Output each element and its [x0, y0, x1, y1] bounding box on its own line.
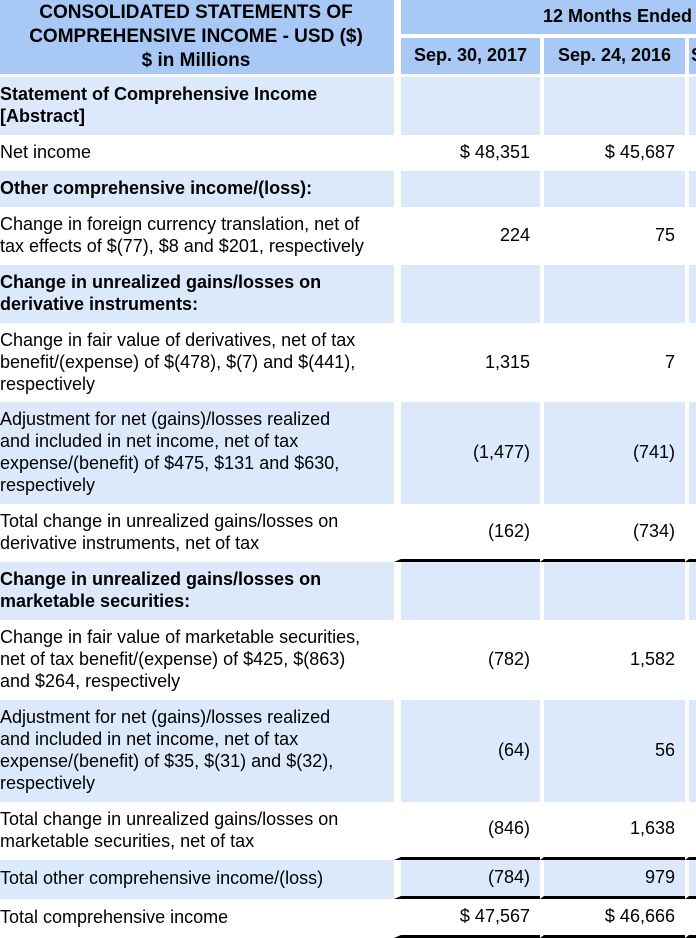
value-cell-2017: (162): [394, 504, 540, 563]
column-header-truncated: S: [685, 37, 696, 77]
value-cell-2016: 1,638: [540, 801, 685, 860]
value-cell-2016: 979: [540, 859, 685, 899]
value-cell-2016: 56: [540, 699, 685, 802]
table-row: Change in unrealized gains/losses on der…: [0, 264, 696, 323]
table-row: Statement of Comprehensive Income [Abstr…: [0, 77, 696, 135]
value-cell-col3: [685, 898, 696, 938]
value-cell-col3: [685, 859, 696, 899]
table-row: Change in foreign currency translation, …: [0, 206, 696, 265]
value-cell-2016: (734): [540, 504, 685, 563]
statement-title-cell: CONSOLIDATED STATEMENTS OF COMPREHENSIVE…: [0, 0, 394, 77]
statement-title: CONSOLIDATED STATEMENTS OF COMPREHENSIVE…: [29, 2, 363, 47]
row-label: Change in fair value of derivatives, net…: [0, 329, 356, 394]
table-row: Change in unrealized gains/losses on mar…: [0, 562, 696, 621]
value-cell-2016: $ 46,666: [540, 898, 685, 938]
value-cell-2017: [394, 264, 540, 323]
value-cell-col3: [685, 402, 696, 505]
value-cell-2017: (846): [394, 801, 540, 860]
row-label: Other comprehensive income/(loss):: [0, 170, 394, 207]
value-cell-col3: [685, 206, 696, 265]
value-cell-2016: [540, 562, 685, 621]
statement-units: $ in Millions: [141, 50, 251, 71]
value-cell-col3: [685, 322, 696, 403]
table-row: Total comprehensive income $ 47,567 $ 46…: [0, 898, 696, 938]
period-header-cell: 12 Months Ended: [394, 0, 696, 38]
row-label: Total other comprehensive income/(loss): [0, 859, 394, 899]
table-row: Total other comprehensive income/(loss) …: [0, 859, 696, 899]
value-cell-2017: [394, 170, 540, 207]
value-cell-col3: [685, 504, 696, 563]
value-cell-2017: (782): [394, 620, 540, 700]
value-cell-2016: (741): [540, 402, 685, 505]
row-label: Net income: [0, 141, 92, 162]
table-header: CONSOLIDATED STATEMENTS OF COMPREHENSIVE…: [0, 0, 696, 77]
table-row: Adjustment for net (gains)/losses realiz…: [0, 402, 696, 505]
row-label: Total change in unrealized gains/losses …: [0, 511, 339, 554]
table-body: Statement of Comprehensive Income [Abstr…: [0, 77, 696, 938]
row-label: Total change in unrealized gains/losses …: [0, 808, 339, 851]
table-row: Adjustment for net (gains)/losses realiz…: [0, 699, 696, 802]
table-row: Change in fair value of derivatives, net…: [0, 322, 696, 403]
value-cell-col3: [685, 699, 696, 802]
value-cell-col3: [685, 77, 696, 135]
table-row: Change in fair value of marketable secur…: [0, 620, 696, 700]
value-cell-2016: [540, 77, 685, 135]
value-cell-2016: 7: [540, 322, 685, 403]
value-cell-2017: (1,477): [394, 402, 540, 505]
value-cell-2017: $ 47,567: [394, 898, 540, 938]
row-label: Total comprehensive income: [0, 907, 229, 928]
value-cell-col3: [685, 562, 696, 621]
row-label: Adjustment for net (gains)/losses realiz…: [0, 402, 394, 505]
table-row: Total change in unrealized gains/losses …: [0, 504, 696, 563]
row-label: Change in foreign currency translation, …: [0, 213, 364, 256]
value-cell-2017: 1,315: [394, 322, 540, 403]
column-header-2017: Sep. 30, 2017: [394, 37, 540, 77]
row-label: Change in fair value of marketable secur…: [0, 627, 361, 692]
row-label: Adjustment for net (gains)/losses realiz…: [0, 699, 394, 802]
value-cell-2016: 75: [540, 206, 685, 265]
value-cell-col3: [685, 620, 696, 700]
value-cell-2017: (64): [394, 699, 540, 802]
column-header-2016: Sep. 24, 2016: [540, 37, 685, 77]
value-cell-col3: [685, 170, 696, 207]
header-row-dates: Sep. 30, 2017 Sep. 24, 2016 S: [0, 37, 696, 77]
value-cell-col3: [685, 801, 696, 860]
table-row: Other comprehensive income/(loss):: [0, 170, 696, 207]
header-row-period: CONSOLIDATED STATEMENTS OF COMPREHENSIVE…: [0, 0, 696, 77]
value-cell-2017: (784): [394, 859, 540, 899]
table-row: Total change in unrealized gains/losses …: [0, 801, 696, 860]
row-label: Change in unrealized gains/losses on der…: [0, 264, 394, 323]
value-cell-2017: $ 48,351: [394, 134, 540, 171]
value-cell-2016: 1,582: [540, 620, 685, 700]
value-cell-2017: [394, 77, 540, 135]
value-cell-2016: [540, 170, 685, 207]
row-label: Statement of Comprehensive Income [Abstr…: [0, 77, 394, 135]
value-cell-col3: [685, 134, 696, 171]
value-cell-2016: $ 45,687: [540, 134, 685, 171]
value-cell-2017: [394, 562, 540, 621]
value-cell-2016: [540, 264, 685, 323]
row-label: Change in unrealized gains/losses on mar…: [0, 562, 394, 621]
table-row: Net income $ 48,351 $ 45,687: [0, 134, 696, 171]
value-cell-2017: 224: [394, 206, 540, 265]
value-cell-col3: [685, 264, 696, 323]
